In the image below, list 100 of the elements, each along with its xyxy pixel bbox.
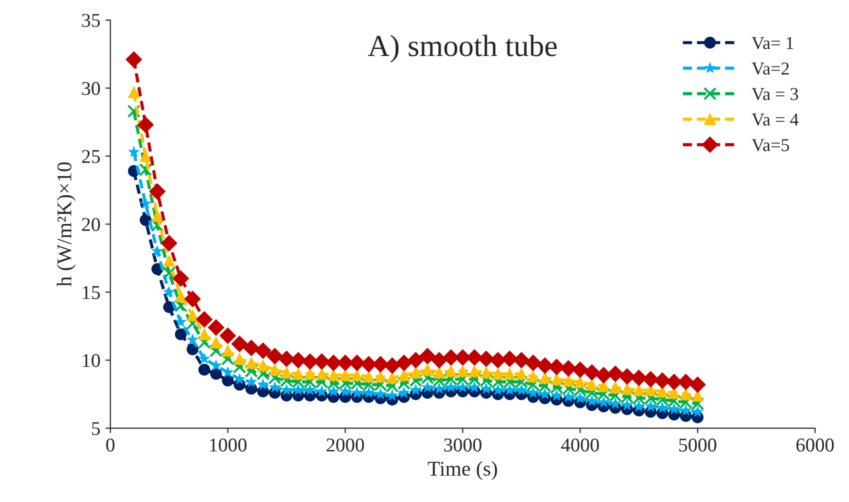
point <box>243 340 260 356</box>
point <box>410 366 422 378</box>
point <box>126 51 142 68</box>
point <box>490 352 506 368</box>
point <box>644 400 656 412</box>
point <box>586 378 598 391</box>
point <box>254 342 272 359</box>
point <box>314 353 330 370</box>
point <box>384 357 400 374</box>
point <box>524 354 542 372</box>
point <box>234 373 246 384</box>
point <box>668 403 680 414</box>
point <box>478 350 494 368</box>
point <box>174 290 187 302</box>
point <box>351 386 363 398</box>
point <box>680 388 692 400</box>
point <box>632 384 645 396</box>
point <box>398 386 410 398</box>
y-tick-label: 25 <box>82 150 100 164</box>
point <box>339 369 352 382</box>
point <box>198 336 211 350</box>
point <box>209 344 223 358</box>
point <box>232 360 246 374</box>
point <box>257 360 269 372</box>
point <box>163 301 175 314</box>
point <box>560 360 577 377</box>
point <box>269 381 280 392</box>
point <box>222 374 234 386</box>
point <box>328 386 340 396</box>
point <box>550 373 563 386</box>
point <box>539 372 551 384</box>
point <box>198 352 210 364</box>
point <box>386 390 398 400</box>
point <box>536 357 554 374</box>
point <box>149 183 166 200</box>
point <box>162 266 176 280</box>
point <box>501 350 518 368</box>
x-tick-label: 3000 <box>444 438 482 452</box>
x-tick-label: 1000 <box>210 438 247 452</box>
point <box>692 406 704 417</box>
point <box>266 348 283 364</box>
point <box>221 352 234 366</box>
point <box>408 352 424 368</box>
point <box>292 368 304 380</box>
point <box>257 378 269 390</box>
point <box>434 382 445 394</box>
point <box>562 391 574 402</box>
point <box>516 384 528 395</box>
point <box>128 146 140 157</box>
legend-label: Va = 4 <box>752 114 799 126</box>
point <box>222 366 234 378</box>
point <box>513 352 530 368</box>
legend-label: Va=5 <box>752 139 790 152</box>
y-tick-label: 5 <box>92 422 100 436</box>
point <box>280 366 292 378</box>
point <box>163 286 175 298</box>
point <box>374 388 386 400</box>
point <box>445 365 457 377</box>
point <box>184 290 201 308</box>
point <box>492 384 504 395</box>
y-tick-label: 35 <box>82 14 100 28</box>
point <box>618 368 636 385</box>
point <box>175 316 186 327</box>
point <box>186 343 198 356</box>
point <box>337 354 354 372</box>
point <box>278 350 295 368</box>
x-tick-label: 2000 <box>326 438 364 452</box>
point <box>151 210 164 222</box>
point <box>595 366 612 384</box>
point <box>562 374 574 386</box>
point <box>574 376 586 388</box>
point <box>516 368 528 380</box>
point <box>220 327 236 344</box>
point <box>445 381 457 392</box>
point <box>419 348 436 364</box>
point <box>152 245 163 256</box>
point <box>610 398 622 409</box>
point <box>468 365 480 377</box>
point <box>656 402 668 413</box>
point <box>340 386 351 396</box>
legend-label: Va=2 <box>752 62 789 75</box>
point <box>210 368 222 380</box>
point <box>468 381 480 392</box>
point <box>609 381 622 394</box>
point <box>137 116 154 134</box>
point <box>222 344 234 357</box>
point <box>689 376 706 393</box>
point <box>208 319 224 336</box>
point <box>268 364 281 376</box>
point <box>234 352 246 365</box>
point <box>292 384 304 395</box>
point <box>316 368 328 380</box>
y-tick-label: 15 <box>82 286 100 300</box>
x-tick-label: 5000 <box>679 438 716 452</box>
point <box>621 382 634 395</box>
point <box>198 364 210 376</box>
point <box>480 382 492 394</box>
point <box>630 370 648 386</box>
point <box>410 384 422 395</box>
legend-label: Va = 3 <box>752 88 798 100</box>
